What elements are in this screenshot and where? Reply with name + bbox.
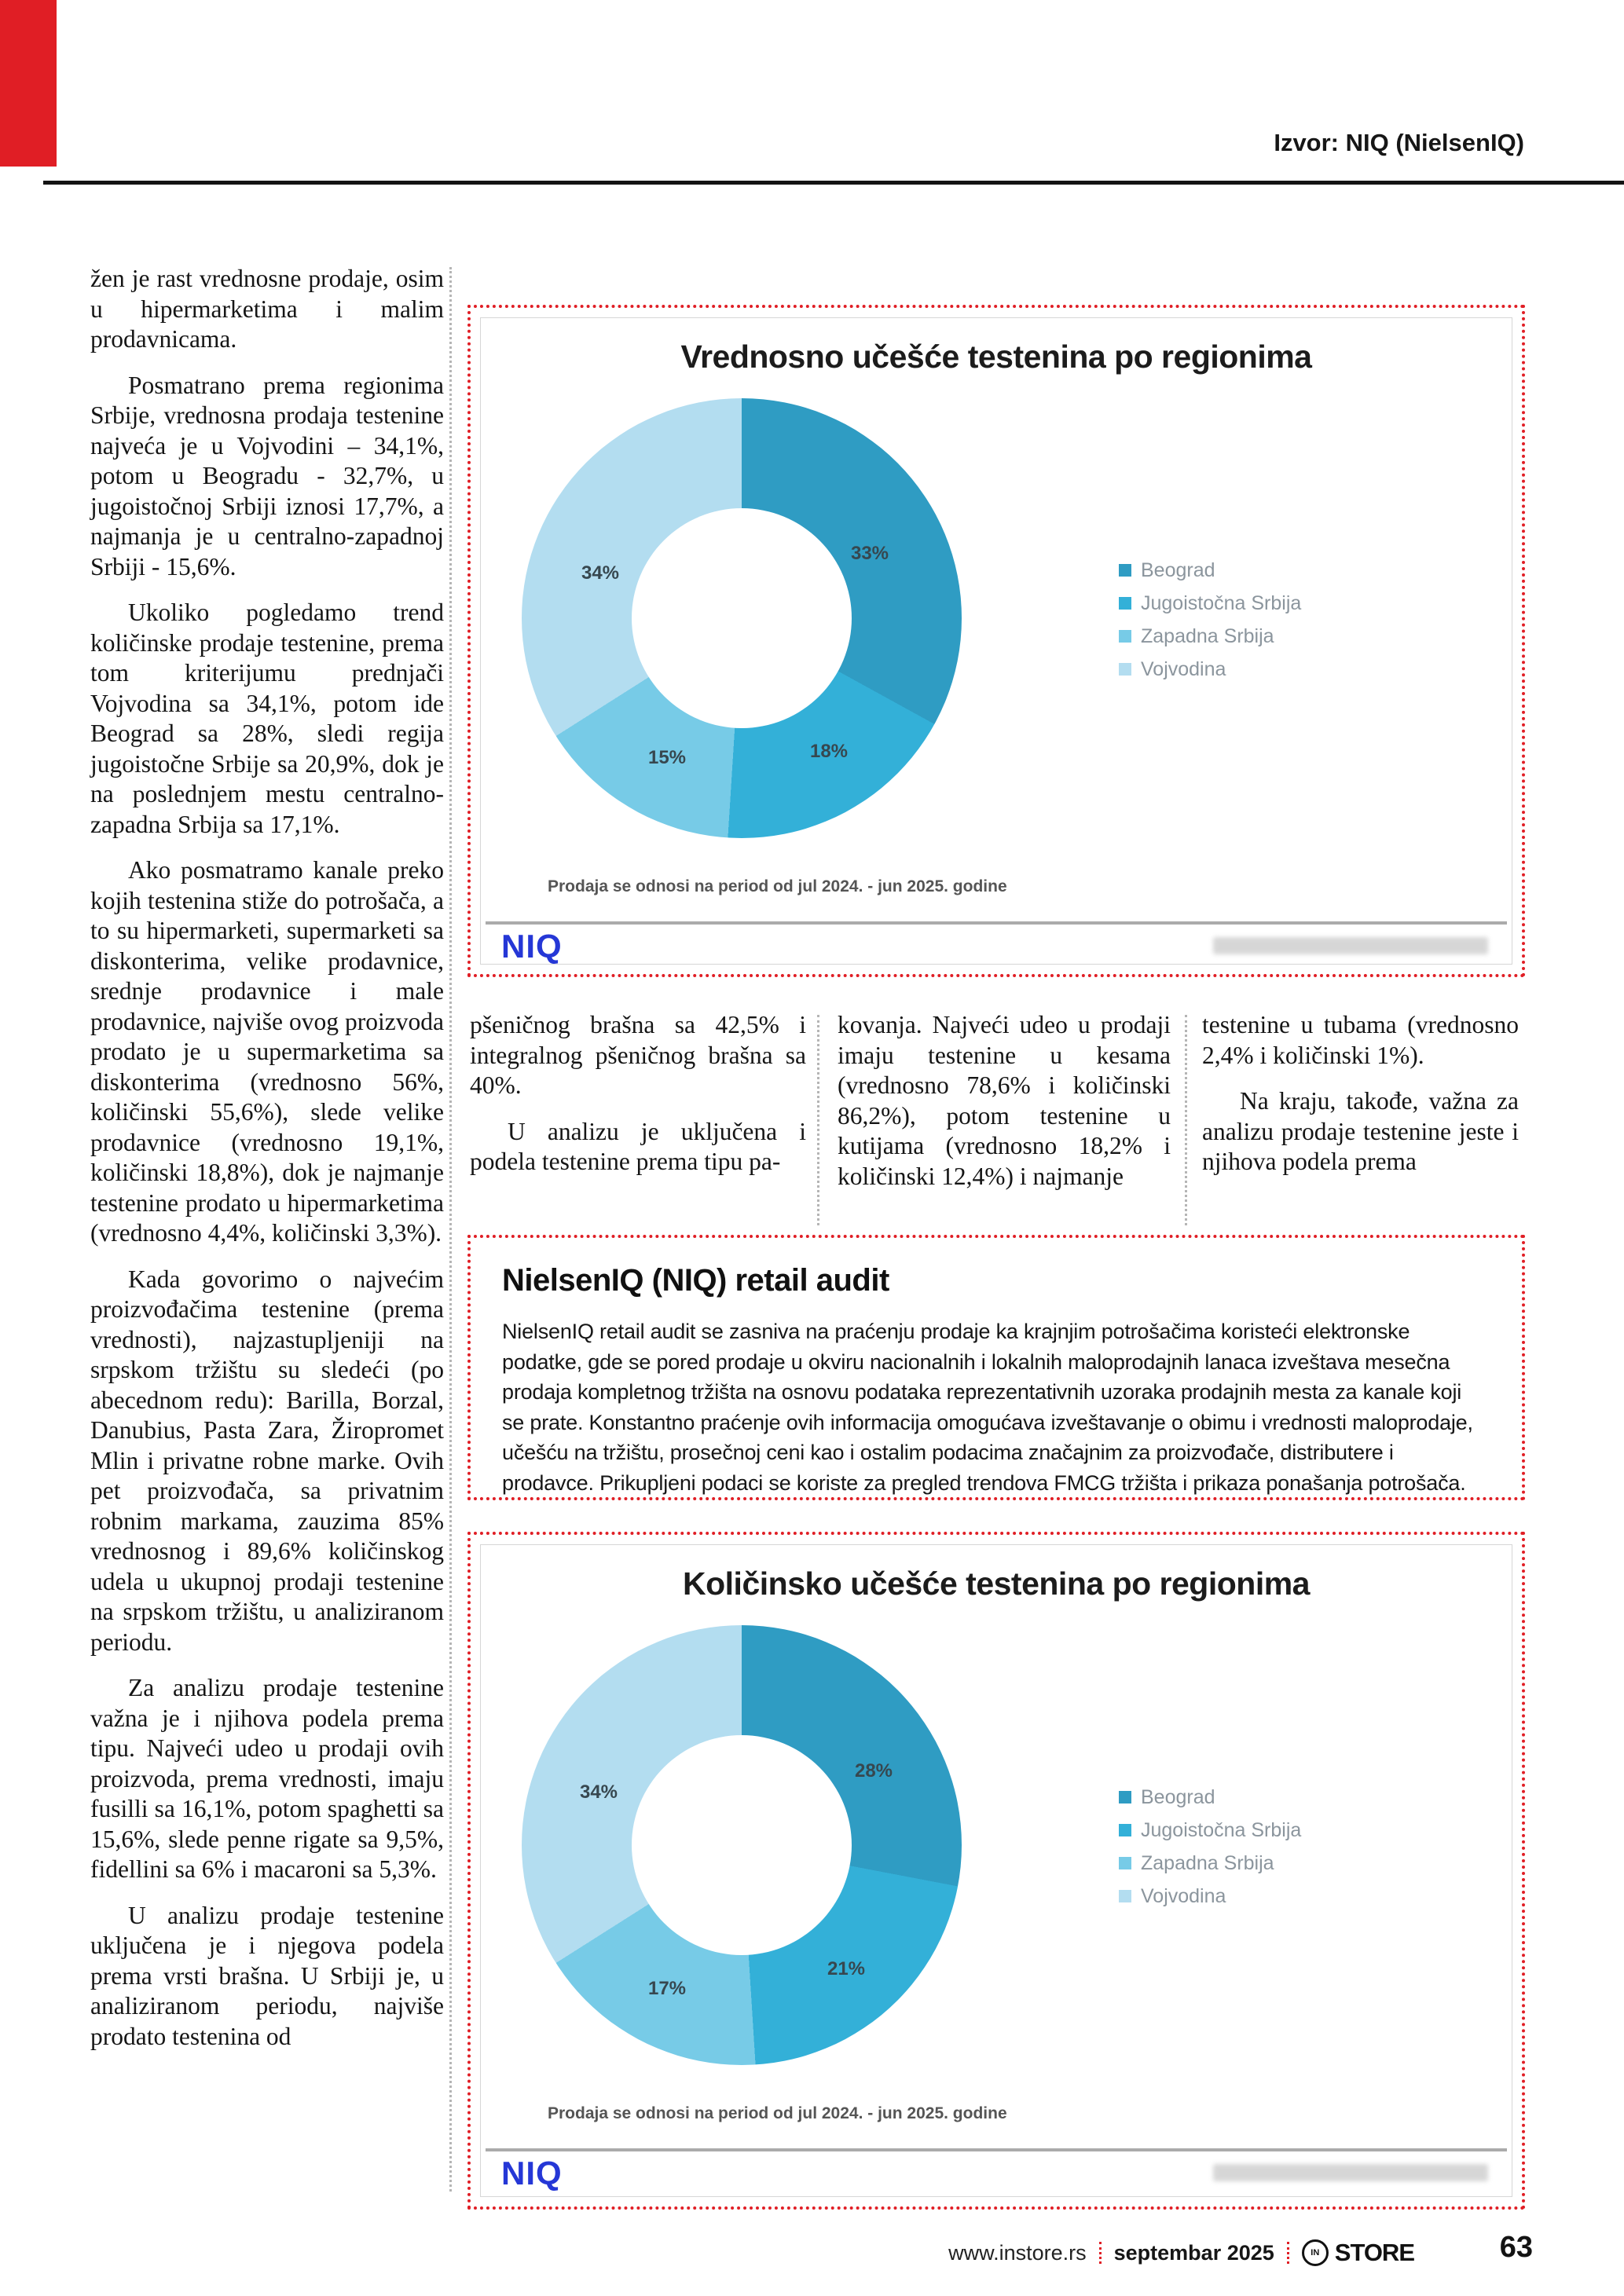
- legend-item: Vojvodina: [1119, 1880, 1301, 1913]
- footer-separator: [1098, 2242, 1102, 2264]
- chart-divider: [486, 2148, 1507, 2151]
- article-middle-column-2: kovanja. Najveći udeo u prodaji imaju te…: [838, 1010, 1171, 1192]
- paragraph: Za analizu prodaje testenine važna je i …: [90, 1674, 444, 1883]
- paragraph: Ako posmatramo kanale preko kojih testen…: [90, 856, 444, 1247]
- footer-separator: [1286, 2242, 1289, 2264]
- column-separator: [449, 267, 452, 2192]
- segment-value-label: 21%: [827, 1958, 866, 1979]
- page-number: 63: [1499, 2231, 1533, 2264]
- footer-issue: septembar 2025: [1113, 2240, 1274, 2265]
- paragraph: kovanja. Najveći udeo u prodaji imaju te…: [838, 1011, 1171, 1190]
- chart-legend: Beograd Jugoistočna Srbija Zapadna Srbij…: [1119, 1781, 1301, 1913]
- column-separator: [817, 1015, 819, 1225]
- donut-chart: [522, 1625, 962, 2065]
- value-share-chart-card: Vrednosno učešće testenina po regionima …: [467, 305, 1525, 977]
- instore-logo-icon: IN: [1301, 2239, 1329, 2266]
- chart-legend: Beograd Jugoistočna Srbija Zapadna Srbij…: [1119, 554, 1301, 686]
- legend-item: Zapadna Srbija: [1119, 1847, 1301, 1880]
- volume-share-chart-card: Količinsko učešće testenina po regionima…: [467, 1532, 1525, 2210]
- chart-copyright-fineprint: [1213, 2164, 1488, 2181]
- niq-logo: NIQ: [501, 928, 563, 965]
- legend-swatch: [1119, 1791, 1131, 1803]
- paragraph: Ukoliko pogledamo trend količinske proda…: [90, 599, 444, 838]
- legend-item: Vojvodina: [1119, 653, 1301, 686]
- chart-divider: [486, 921, 1507, 925]
- source-attribution: Izvor: NIQ (NielsenIQ): [1274, 129, 1524, 156]
- paragraph: Kada govorimo o najvećim proizvođačima t…: [90, 1265, 444, 1656]
- article-middle-column-1: pšeničnog brašna sa 42,5% i integralnog …: [470, 1010, 806, 1177]
- segment-value-label: 15%: [647, 747, 687, 768]
- page-footer: www.instore.rs septembar 2025 IN STORE: [948, 2236, 1415, 2270]
- legend-label: Vojvodina: [1141, 1884, 1226, 1907]
- paragraph: U analizu je uključena i podela testenin…: [470, 1117, 806, 1176]
- nielseniq-retail-audit-box: NielsenIQ (NIQ) retail audit NielsenIQ r…: [467, 1235, 1525, 1500]
- segment-value-label: 33%: [850, 543, 889, 564]
- legend-label: Vojvodina: [1141, 657, 1226, 680]
- chart-copyright-fineprint: [1213, 937, 1488, 954]
- info-box-body: NielsenIQ retail audit se zasniva na pra…: [502, 1320, 1473, 1495]
- period-note: Prodaja se odnosi na period od jul 2024.…: [548, 877, 1007, 895]
- legend-item: Jugoistočna Srbija: [1119, 1814, 1301, 1847]
- info-box-title: NielsenIQ (NIQ) retail audit: [502, 1263, 889, 1298]
- legend-item: Jugoistočna Srbija: [1119, 587, 1301, 620]
- paragraph: pšeničnog brašna sa 42,5% i integralnog …: [470, 1011, 806, 1099]
- segment-value-label: 34%: [579, 1782, 618, 1803]
- column-separator: [1185, 1015, 1187, 1225]
- chart-frame: Količinsko učešće testenina po regionima…: [480, 1544, 1512, 2197]
- legend-label: Zapadna Srbija: [1141, 1851, 1274, 1874]
- footer-brand: STORE: [1334, 2239, 1415, 2266]
- page-edge-red-bar: [0, 0, 57, 167]
- article-left-column: žen je rast vrednosne prodaje, osim u hi…: [90, 264, 444, 2067]
- paragraph: Posmatrano prema regionima Srbije, vredn…: [90, 371, 444, 580]
- legend-item: Beograd: [1119, 1781, 1301, 1814]
- paragraph: žen je rast vrednosne prodaje, osim u hi…: [90, 265, 444, 353]
- legend-swatch: [1119, 1857, 1131, 1869]
- legend-label: Zapadna Srbija: [1141, 624, 1274, 647]
- segment-value-label: 28%: [854, 1760, 893, 1782]
- legend-swatch: [1119, 630, 1131, 643]
- chart-title: Količinsko učešće testenina po regionima: [683, 1565, 1310, 1602]
- paragraph: Na kraju, takođe, važna za analizu proda…: [1202, 1087, 1519, 1175]
- article-middle-column-3: testenine u tubama (vrednosno 2,4% i kol…: [1202, 1010, 1519, 1177]
- legend-label: Jugoistočna Srbija: [1141, 591, 1302, 614]
- legend-swatch: [1119, 1824, 1131, 1836]
- chart-title: Vrednosno učešće testenina po regionima: [680, 339, 1312, 375]
- segment-value-label: 17%: [647, 1978, 687, 1999]
- paragraph: U analizu prodaje testenine uključena je…: [90, 1901, 444, 2050]
- niq-logo: NIQ: [501, 2155, 563, 2192]
- header-rule: [43, 181, 1624, 185]
- paragraph: testenine u tubama (vrednosno 2,4% i kol…: [1202, 1011, 1519, 1069]
- legend-swatch: [1119, 1890, 1131, 1902]
- footer-website: www.instore.rs: [948, 2240, 1087, 2265]
- legend-label: Jugoistočna Srbija: [1141, 1818, 1302, 1841]
- legend-item: Beograd: [1119, 554, 1301, 587]
- legend-label: Beograd: [1141, 1785, 1215, 1808]
- segment-value-label: 18%: [809, 741, 849, 762]
- legend-swatch: [1119, 663, 1131, 676]
- segment-value-label: 34%: [581, 562, 620, 584]
- period-note: Prodaja se odnosi na period od jul 2024.…: [548, 2104, 1007, 2122]
- donut-chart: [522, 398, 962, 838]
- chart-frame: Vrednosno učešće testenina po regionima …: [480, 317, 1512, 965]
- legend-item: Zapadna Srbija: [1119, 620, 1301, 653]
- legend-swatch: [1119, 564, 1131, 577]
- legend-swatch: [1119, 597, 1131, 610]
- legend-label: Beograd: [1141, 558, 1215, 581]
